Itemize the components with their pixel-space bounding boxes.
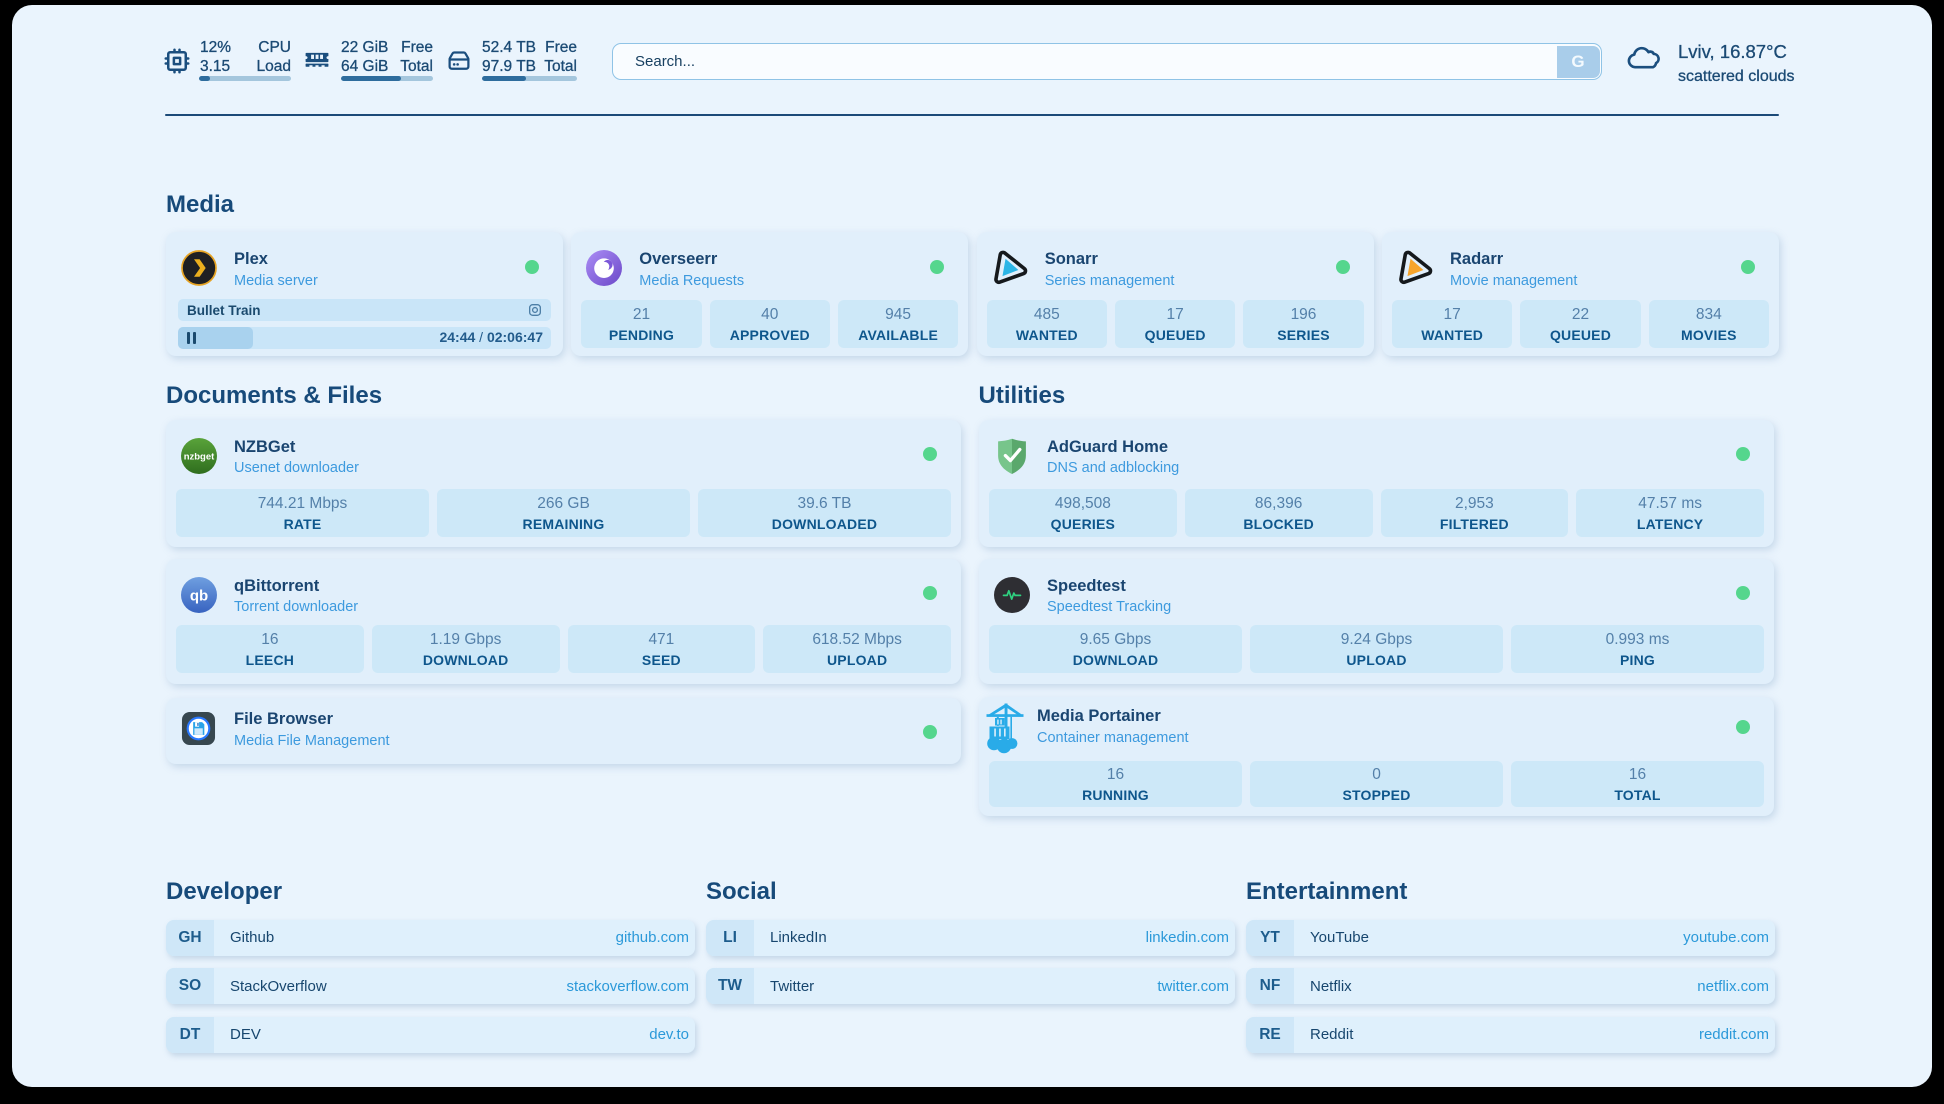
svg-text:nzbget: nzbget	[184, 451, 215, 462]
svg-text:qb: qb	[190, 587, 208, 604]
